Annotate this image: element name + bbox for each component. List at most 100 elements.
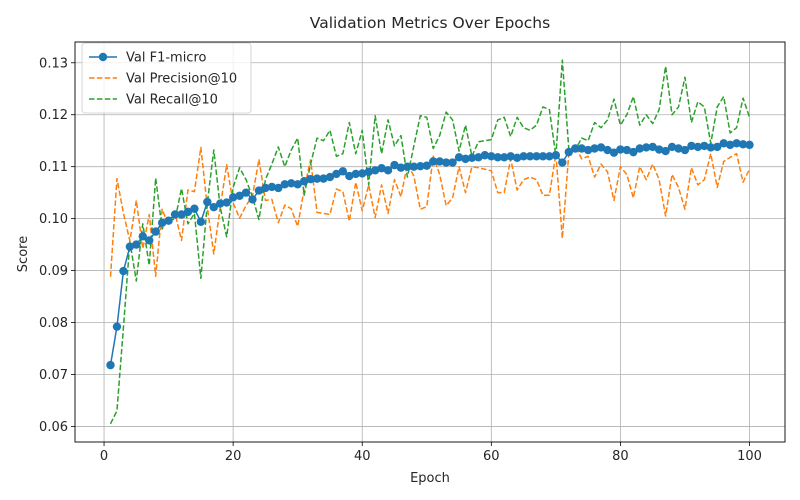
f1-point bbox=[429, 157, 438, 166]
f1-point bbox=[558, 158, 567, 167]
f1-point bbox=[358, 169, 367, 178]
x-tick-label: 0 bbox=[100, 449, 108, 464]
legend: Val F1-micro Val Precision@10 Val Recall… bbox=[81, 42, 252, 114]
f1-point bbox=[170, 210, 180, 219]
legend-marker-f1 bbox=[98, 52, 108, 62]
legend-label-f1: Val F1-micro bbox=[126, 51, 207, 66]
f1-point bbox=[396, 163, 406, 172]
f1-point bbox=[551, 151, 561, 160]
y-tick-label: 0.12 bbox=[39, 108, 68, 123]
f1-point bbox=[422, 161, 431, 170]
y-tick-label: 0.08 bbox=[39, 316, 68, 331]
f1-point bbox=[519, 152, 528, 161]
f1-point bbox=[454, 153, 464, 162]
f1-point bbox=[674, 144, 683, 153]
f1-point bbox=[157, 218, 167, 227]
f1-point bbox=[480, 151, 490, 160]
f1-point bbox=[532, 152, 541, 161]
x-tick-label: 100 bbox=[737, 449, 762, 464]
y-tick-label: 0.07 bbox=[39, 368, 68, 383]
f1-point bbox=[635, 144, 644, 153]
f1-point bbox=[609, 148, 619, 157]
f1-point bbox=[345, 171, 354, 181]
f1-point bbox=[745, 140, 754, 150]
x-tick-label: 20 bbox=[225, 449, 242, 464]
legend-entry-f1: Val F1-micro bbox=[89, 51, 207, 66]
f1-point bbox=[661, 146, 670, 156]
plot-frame bbox=[74, 41, 786, 443]
f1-point bbox=[351, 169, 360, 179]
f1-point bbox=[642, 143, 651, 152]
f1-point bbox=[196, 217, 206, 226]
f1-point bbox=[338, 167, 348, 176]
f1-point bbox=[525, 152, 535, 161]
f1-point bbox=[138, 232, 147, 241]
f1-point bbox=[538, 152, 548, 161]
f1-point bbox=[209, 202, 218, 212]
x-tick-label: 60 bbox=[483, 449, 500, 464]
f1-point bbox=[738, 140, 748, 149]
f1-point bbox=[603, 145, 612, 155]
f1-point bbox=[441, 158, 451, 167]
f1-point bbox=[164, 216, 173, 225]
grid bbox=[75, 42, 785, 442]
f1-point bbox=[667, 142, 677, 152]
f1-point bbox=[590, 144, 599, 153]
f1-point bbox=[648, 142, 657, 152]
f1-point bbox=[390, 160, 399, 170]
f1-point bbox=[125, 242, 135, 251]
f1-point bbox=[545, 152, 554, 161]
legend-label-recall: Val Recall@10 bbox=[126, 93, 218, 108]
f1-point bbox=[203, 197, 212, 207]
f1-point bbox=[506, 152, 515, 161]
y-tick-label: 0.06 bbox=[39, 420, 68, 435]
f1-point bbox=[622, 145, 632, 155]
f1-point bbox=[248, 195, 257, 204]
f1-point bbox=[577, 144, 586, 153]
legend-entry-recall: Val Recall@10 bbox=[89, 93, 218, 108]
f1-point bbox=[435, 157, 444, 166]
y-tick-label: 0.11 bbox=[39, 160, 68, 175]
f1-point bbox=[493, 153, 502, 162]
f1-point bbox=[254, 186, 264, 195]
x-tick-label: 80 bbox=[612, 449, 629, 464]
f1-point bbox=[700, 141, 709, 151]
f1-point bbox=[222, 198, 231, 207]
f1-point bbox=[332, 169, 341, 179]
f1-point bbox=[725, 140, 735, 150]
axis-ticks: 0 20 40 60 80 100 0.06 0.07 0.08 0.09 0.10 0.11 0.12… bbox=[39, 56, 762, 464]
x-tick-label: 40 bbox=[354, 449, 371, 464]
f1-point bbox=[719, 139, 728, 148]
f1-point bbox=[274, 183, 283, 193]
f1-point bbox=[409, 162, 419, 171]
f1-point bbox=[461, 154, 470, 164]
f1-point bbox=[177, 210, 186, 219]
f1-point bbox=[319, 174, 328, 183]
f1-point bbox=[370, 166, 380, 175]
f1-point bbox=[616, 145, 625, 154]
chart-title: Validation Metrics Over Epochs bbox=[310, 14, 550, 32]
f1-point bbox=[241, 188, 251, 197]
y-tick-label: 0.13 bbox=[39, 56, 68, 71]
f1-point bbox=[287, 179, 296, 188]
f1-point bbox=[403, 162, 412, 171]
f1-point bbox=[267, 182, 277, 192]
f1-point bbox=[383, 166, 393, 175]
f1-point bbox=[713, 142, 722, 152]
series-line-2 bbox=[109, 59, 751, 425]
f1-point bbox=[119, 266, 128, 276]
f1-point bbox=[190, 204, 199, 213]
f1-point bbox=[629, 147, 638, 157]
f1-point bbox=[306, 174, 315, 184]
f1-point bbox=[261, 183, 270, 193]
y-axis-label: Score bbox=[16, 236, 31, 272]
f1-point bbox=[325, 172, 335, 182]
f1-point bbox=[183, 207, 193, 217]
f1-point bbox=[416, 161, 425, 171]
f1-point bbox=[132, 240, 141, 249]
f1-point bbox=[693, 142, 703, 152]
f1-point bbox=[487, 152, 496, 161]
f1-point bbox=[654, 145, 664, 154]
f1-point bbox=[583, 145, 593, 155]
f1-point bbox=[571, 144, 580, 153]
